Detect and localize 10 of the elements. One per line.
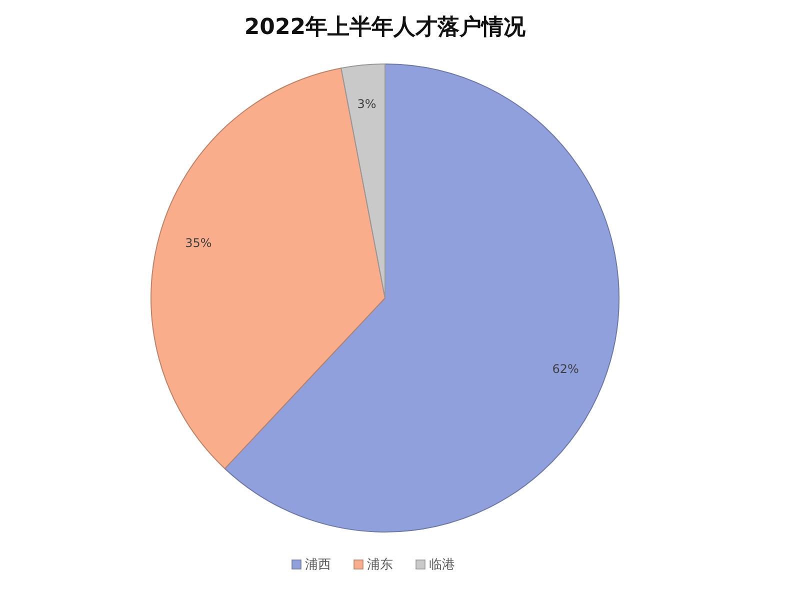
pie-slice xyxy=(224,64,620,532)
data-label: 35% xyxy=(185,236,212,250)
legend-label: 浦西 xyxy=(305,558,331,573)
pie-slice xyxy=(150,68,386,470)
data-label: 62% xyxy=(552,362,579,376)
data-label: 3% xyxy=(357,96,376,111)
pie-slice xyxy=(340,64,386,298)
chart-title: 2022年上半年人才落户情况 xyxy=(244,14,527,40)
legend-label: 临港 xyxy=(429,558,455,573)
legend-label: 浦东 xyxy=(367,558,393,573)
